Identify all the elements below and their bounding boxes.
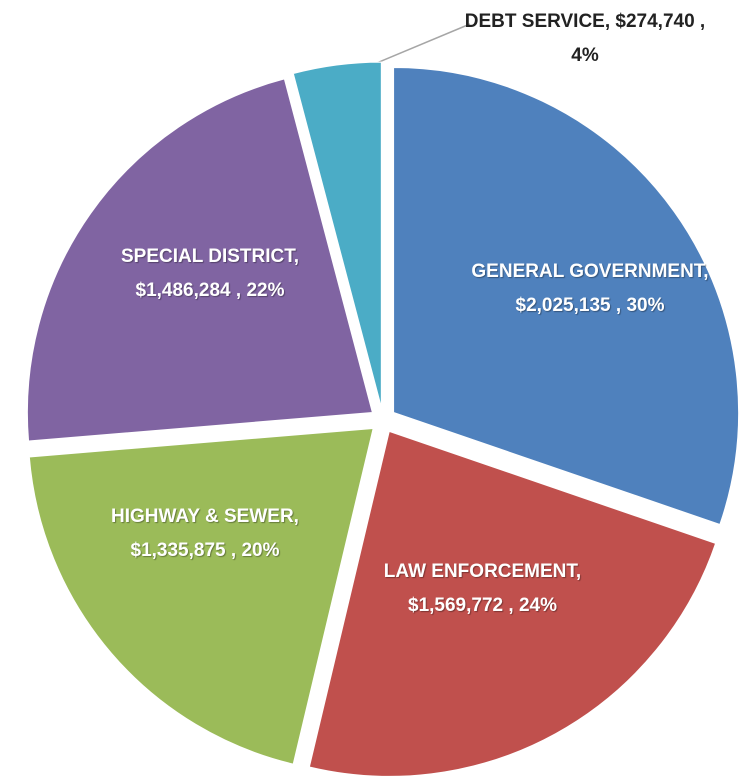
- data-label: SPECIAL DISTRICT, $1,486,284 , 22%: [100, 240, 320, 308]
- value-label: $1,486,284 ,: [135, 280, 242, 301]
- data-label: DEBT SERVICE, $274,740 , 4%: [460, 5, 710, 73]
- pie-slice: [393, 66, 740, 526]
- data-label: LAW ENFORCEMENT, $1,569,772 , 24%: [350, 555, 615, 623]
- pie-slice: [292, 61, 382, 408]
- percent-label: 22%: [246, 280, 285, 301]
- percent-label: 20%: [241, 540, 280, 561]
- value-label: $1,569,772 ,: [408, 595, 514, 616]
- percent-label: 24%: [518, 595, 557, 616]
- category-label: LAW ENFORCEMENT,: [383, 561, 582, 582]
- pie-slice: [28, 427, 374, 765]
- value-label: $1,335,875 ,: [130, 540, 237, 561]
- pie-slice: [26, 78, 374, 442]
- category-label: HIGHWAY & SEWER,: [111, 506, 299, 527]
- data-label: GENERAL GOVERNMENT, $2,025,135 , 30%: [460, 255, 720, 323]
- value-label: $2,025,135 ,: [515, 295, 622, 316]
- value-label: $274,740 ,: [615, 11, 706, 32]
- pie-slice: [308, 430, 717, 777]
- category-label: SPECIAL DISTRICT,: [120, 246, 300, 267]
- category-label: GENERAL GOVERNMENT,: [471, 261, 709, 282]
- data-label: HIGHWAY & SEWER, $1,335,875 , 20%: [95, 500, 315, 568]
- category-label: DEBT SERVICE,: [464, 11, 611, 32]
- percent-label: 4%: [571, 45, 599, 66]
- percent-label: 30%: [626, 295, 665, 316]
